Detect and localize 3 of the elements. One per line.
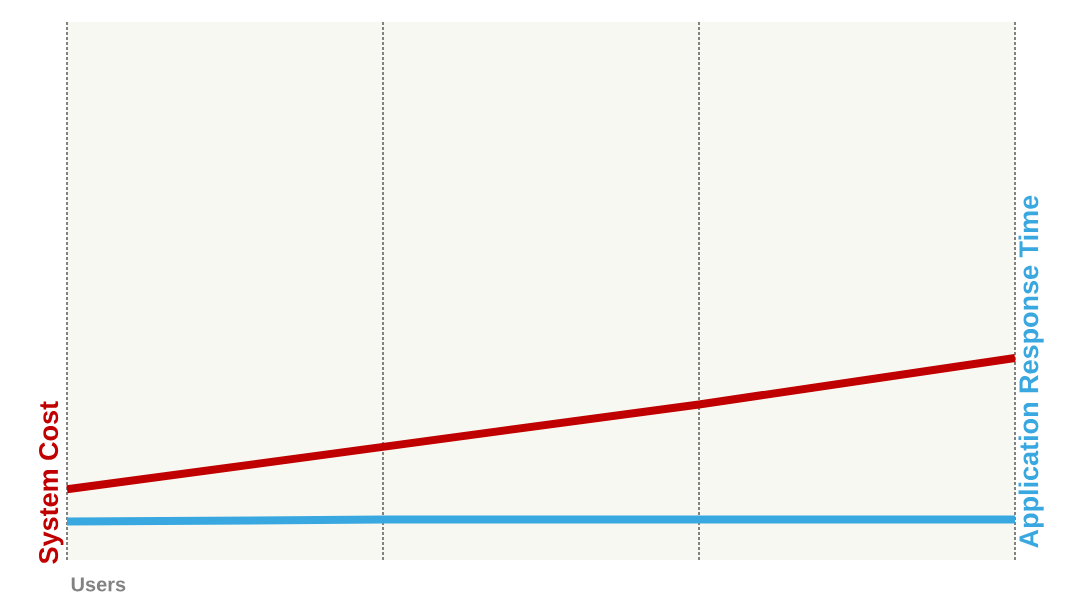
- y2-axis-title: Application Response Time: [1018, 195, 1044, 548]
- y-axis-title: System Cost: [39, 401, 64, 564]
- x-axis-title: Users: [71, 577, 126, 592]
